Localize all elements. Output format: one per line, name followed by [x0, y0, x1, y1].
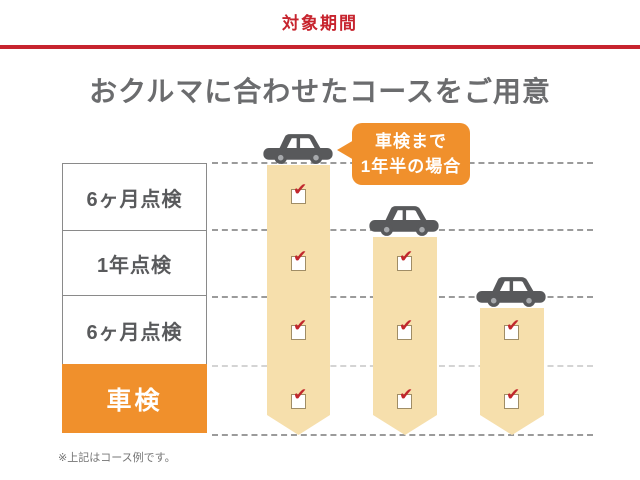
checkbox-checked: ✔ [291, 249, 307, 271]
row-label-text: 6ヶ月点検 [86, 321, 183, 344]
checkbox-checked: ✔ [291, 318, 307, 340]
row-label-1year-inspection: 1年点検 [62, 230, 207, 296]
car-icon [262, 131, 334, 165]
row-label-6month-inspection-1: 6ヶ月点検 [62, 163, 207, 231]
check-icon: ✔ [399, 316, 414, 336]
footnote: ※上記はコース例です。 [58, 452, 176, 464]
row-label-6month-inspection-2: 6ヶ月点検 [62, 295, 207, 365]
checkbox-checked: ✔ [397, 318, 413, 340]
grid-line [212, 434, 593, 436]
check-icon: ✔ [293, 316, 308, 336]
bubble-text-line1: 車検まで [375, 131, 447, 151]
checkbox-checked: ✔ [504, 387, 520, 409]
bubble-text-line2: 1年半の場合 [360, 157, 462, 176]
checkbox-checked: ✔ [291, 387, 307, 409]
check-icon: ✔ [506, 385, 521, 405]
check-icon: ✔ [506, 316, 521, 336]
check-icon: ✔ [399, 385, 414, 405]
row-labels: 6ヶ月点検 1年点検 6ヶ月点検 車検 [62, 163, 207, 433]
page-title: おクルマに合わせたコースをご用意 [89, 76, 551, 107]
header-label: 対象期間 [282, 14, 358, 33]
row-label-text: 6ヶ月点検 [86, 188, 183, 211]
header-divider [0, 45, 640, 49]
check-icon: ✔ [293, 180, 308, 200]
checkbox-checked: ✔ [291, 182, 307, 204]
bubble-tail [337, 140, 354, 160]
annotation-bubble: 車検まで 1年半の場合 [337, 123, 470, 185]
checkbox-checked: ✔ [397, 387, 413, 409]
row-label-text: 1年点検 [96, 254, 173, 277]
check-icon: ✔ [293, 247, 308, 267]
car-icon [475, 274, 547, 308]
row-label-shaken: 車検 [62, 364, 207, 433]
check-icon: ✔ [293, 385, 308, 405]
course-column-1 [267, 165, 330, 435]
checkbox-checked: ✔ [504, 318, 520, 340]
row-label-text: 車検 [106, 386, 163, 415]
checkbox-checked: ✔ [397, 249, 413, 271]
car-icon [368, 203, 440, 237]
check-icon: ✔ [399, 247, 414, 267]
